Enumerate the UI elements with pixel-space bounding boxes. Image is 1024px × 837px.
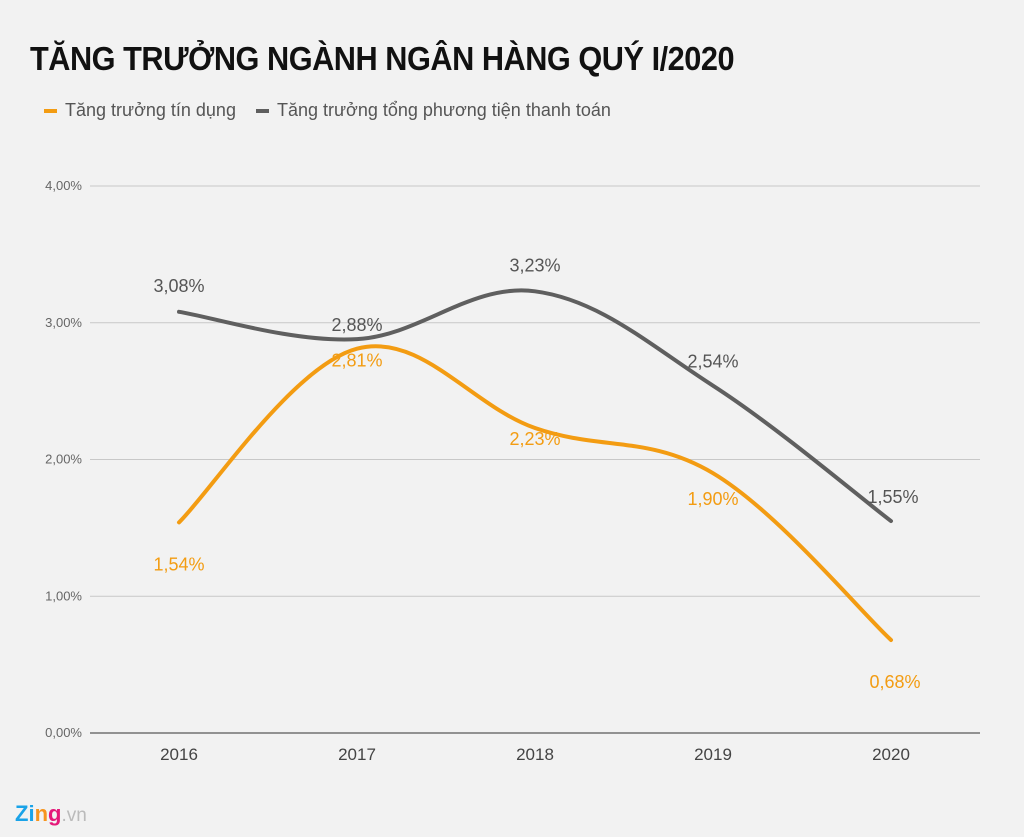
y-tick-label: 3,00% [45, 315, 82, 330]
data-label: 2,81% [331, 351, 382, 371]
data-label: 2,23% [509, 429, 560, 449]
data-label: 1,55% [867, 487, 918, 507]
legend-swatch [44, 108, 57, 113]
series-line-1 [177, 288, 893, 524]
y-tick-label: 2,00% [45, 452, 82, 467]
series-line-0 [177, 344, 893, 643]
legend-item-credit: Tăng trưởng tín dụng [44, 100, 236, 121]
data-label: 1,90% [687, 489, 738, 509]
data-label: 3,23% [509, 255, 560, 275]
legend-item-payment: Tăng trưởng tổng phương tiện thanh toán [255, 100, 611, 121]
data-label: 2,54% [687, 352, 738, 372]
legend-swatch [255, 108, 269, 113]
x-tick-label: 2019 [694, 745, 732, 764]
y-tick-label: 4,00% [45, 178, 82, 193]
data-label: 3,08% [153, 276, 204, 296]
y-tick-label: 1,00% [45, 588, 82, 603]
zing-logo: Zing.vn [15, 801, 87, 826]
legend-label: Tăng trưởng tổng phương tiện thanh toán [276, 100, 611, 120]
data-label: 0,68% [869, 672, 920, 692]
x-tick-label: 2018 [516, 745, 554, 764]
x-tick-label: 2020 [872, 745, 910, 764]
data-label: 2,88% [331, 315, 382, 335]
x-tick-label: 2016 [160, 745, 198, 764]
x-tick-label: 2017 [338, 745, 376, 764]
legend-label: Tăng trưởng tín dụng [65, 100, 236, 120]
y-tick-label: 0,00% [45, 725, 82, 740]
data-label: 1,54% [153, 554, 204, 574]
legend: Tăng trưởng tín dụng Tăng trưởng tổng ph… [44, 100, 631, 121]
chart-title: TĂNG TRƯỞNG NGÀNH NGÂN HÀNG QUÝ I/2020 [30, 40, 735, 77]
